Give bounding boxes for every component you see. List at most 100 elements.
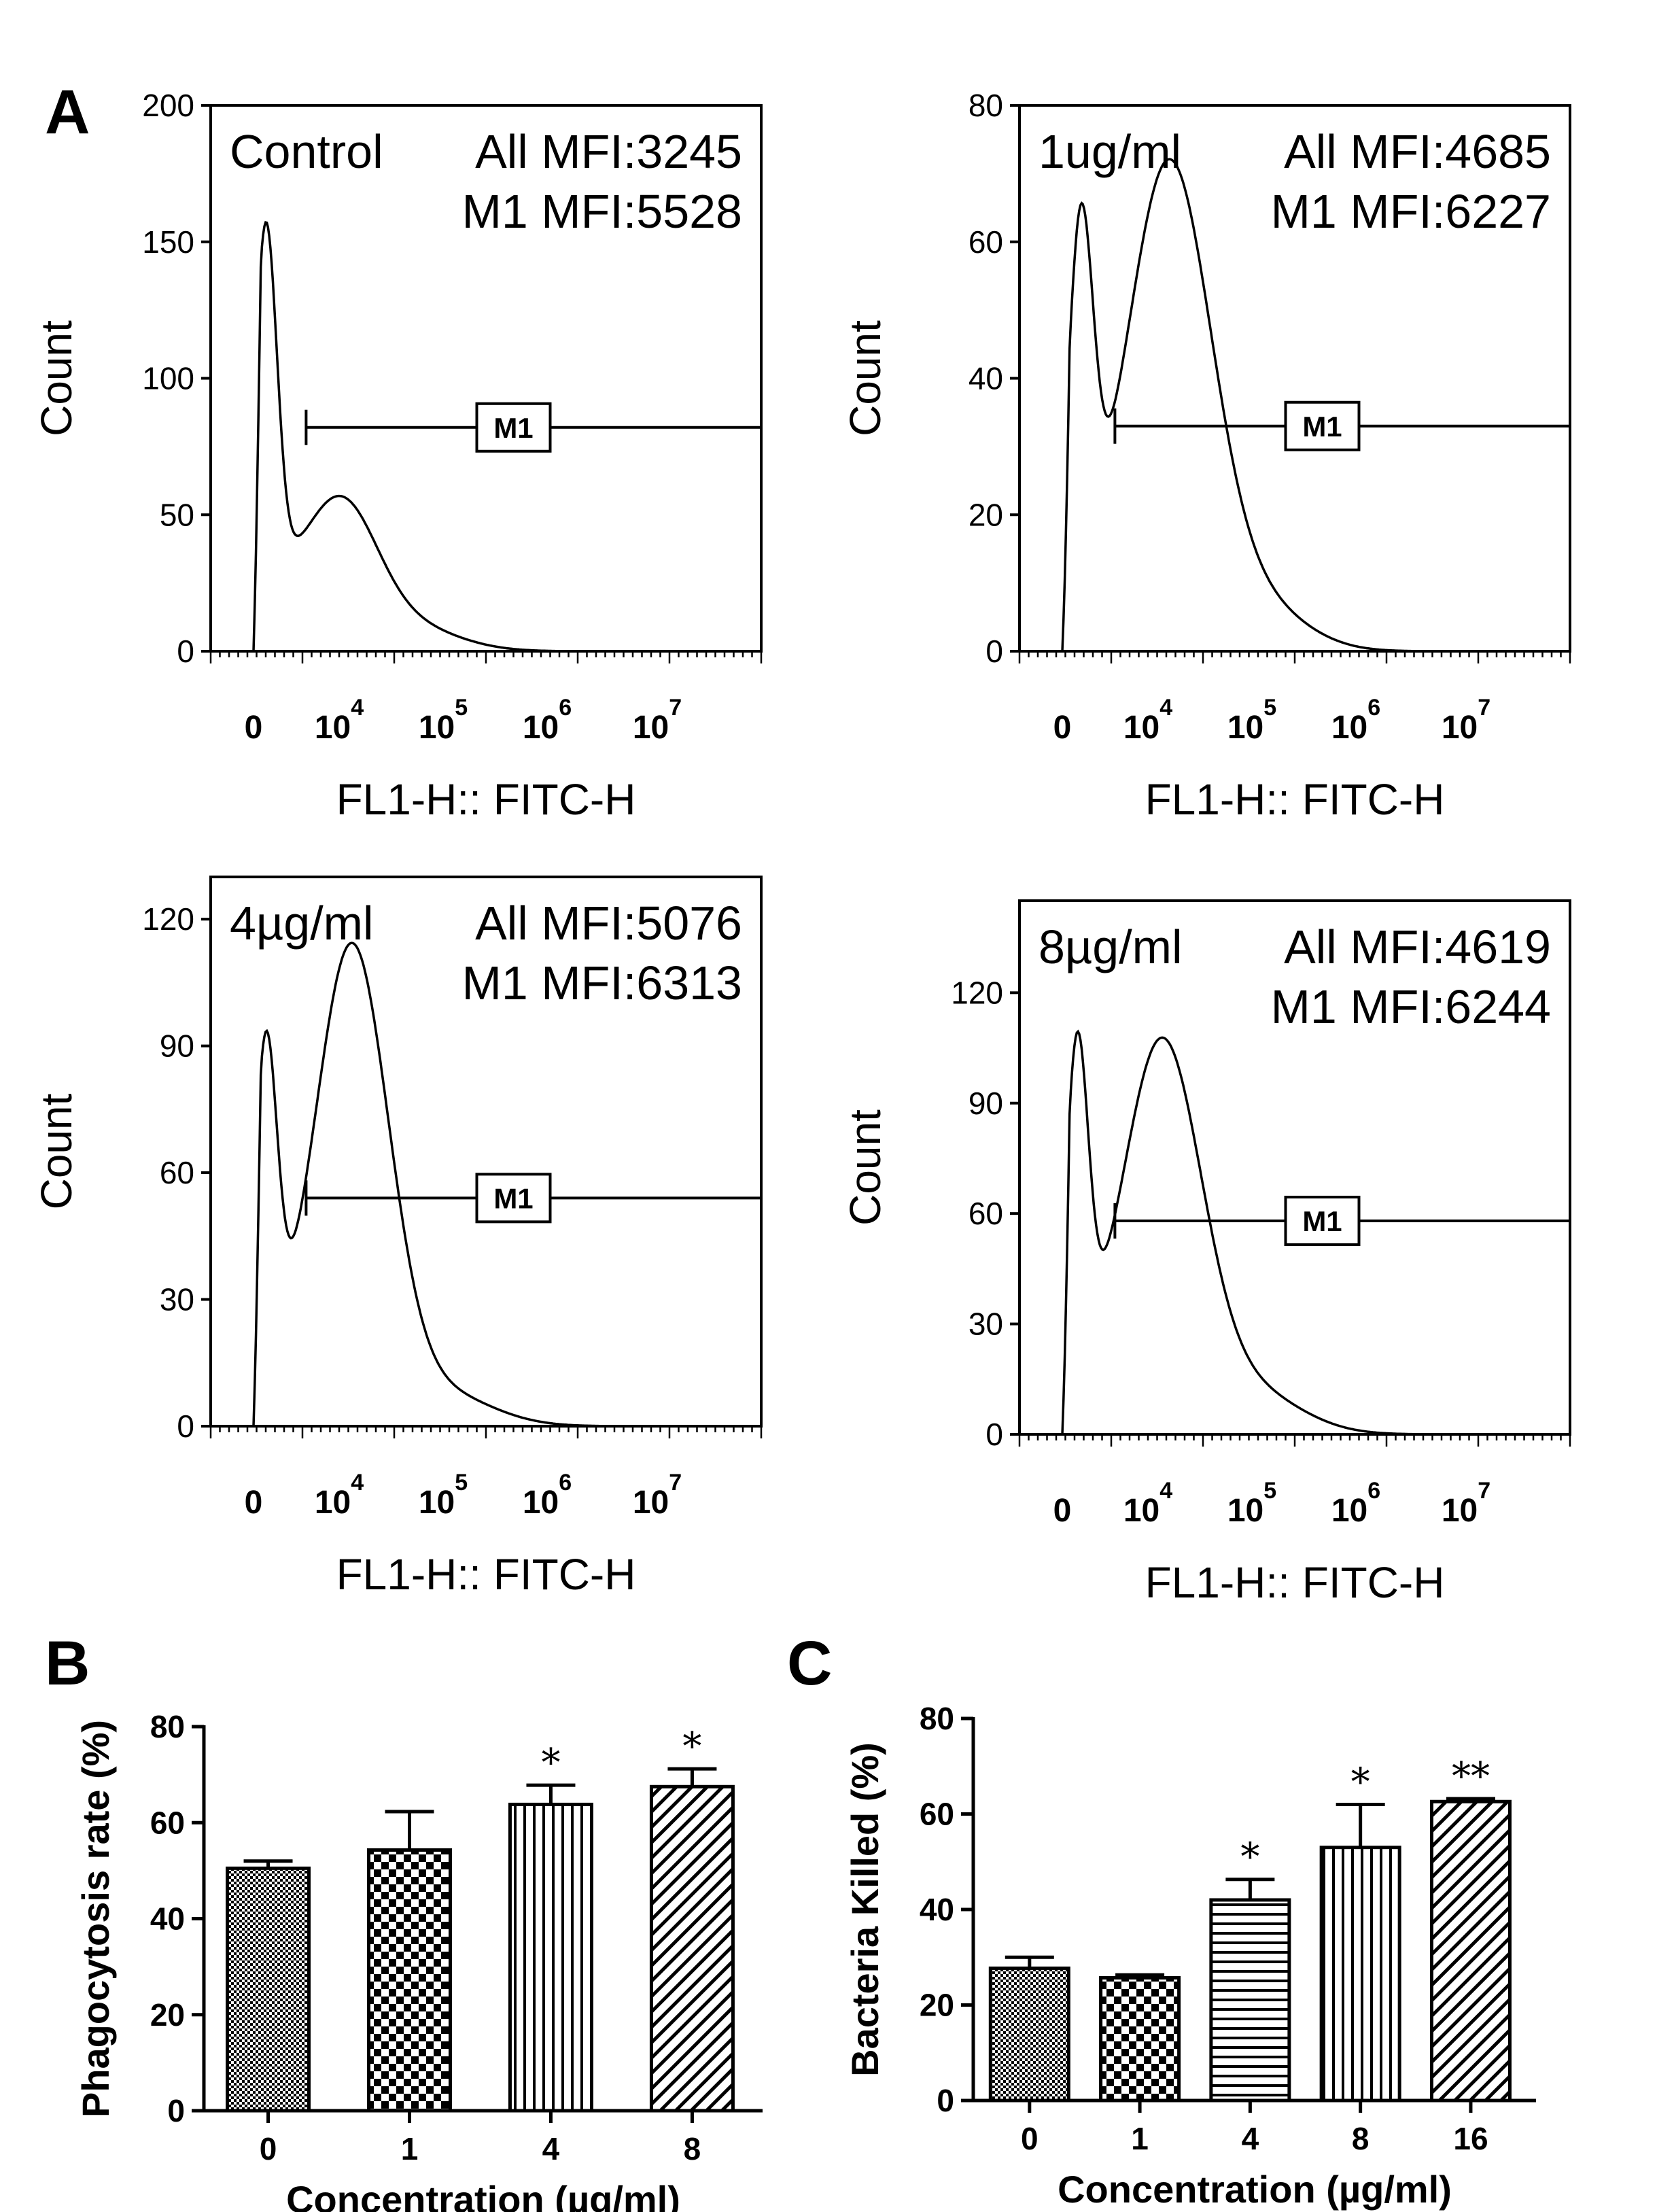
panel-label-c: C	[787, 1629, 832, 1698]
x-tick-label: 1	[1131, 2121, 1149, 2156]
chart-title: 1ug/ml	[1039, 125, 1181, 178]
y-tick-label: 20	[150, 1997, 185, 2033]
gate-label: M1	[493, 412, 533, 444]
y-tick-label: 60	[150, 1805, 185, 1840]
gate-label-box	[1284, 400, 1361, 451]
y-axis-label: Count	[32, 1093, 81, 1209]
y-tick-label: 120	[142, 901, 194, 937]
y-tick-label: 120	[951, 975, 1003, 1010]
y-tick-label: 80	[969, 88, 1003, 123]
histogram-curve	[1061, 1029, 1570, 1436]
bar	[649, 1784, 735, 2113]
x-tick-label: 0	[1053, 710, 1072, 746]
annotation-all-mfi: All MFI:5076	[475, 897, 742, 950]
x-tick-label: 107	[1442, 695, 1490, 746]
histogram-4ug: 0 30 60 90 120 0 104 105 106 107 M1 4µg/ml All MFI:5…	[32, 876, 763, 1599]
y-tick-label: 90	[969, 1086, 1003, 1121]
gate-label: M1	[1302, 411, 1342, 443]
bar	[226, 1866, 311, 2113]
y-tick-label: 0	[986, 634, 1003, 669]
x-axis-label: FL1-H:: FITC-H	[336, 1550, 636, 1599]
y-tick-label: 40	[920, 1892, 954, 1927]
significance-marker: **	[1452, 1755, 1490, 1799]
y-axis-label: Count	[841, 1109, 890, 1226]
y-tick-label: 90	[160, 1029, 194, 1064]
y-axis-label: Bacteria Killed (%)	[843, 1742, 886, 2077]
gate-label: M1	[493, 1182, 533, 1214]
y-axis-label: Count	[32, 320, 81, 436]
x-tick-label: 1	[401, 2131, 419, 2166]
x-tick-label: 106	[1331, 695, 1380, 746]
y-tick-label: 150	[142, 224, 194, 260]
y-tick-label: 0	[986, 1417, 1003, 1452]
annotation-m1-mfi: M1 MFI:6313	[462, 956, 742, 1009]
y-tick-label: 0	[177, 1409, 194, 1444]
histogram-curve	[252, 221, 761, 653]
bar	[1429, 1799, 1512, 2103]
y-tick-label: 60	[969, 224, 1003, 260]
bar-chart-bacteria-killed: 0 20 40 60 80 0 1 4 * 8 * 16 ** Concentration (µg/ml)…	[843, 1701, 1536, 2211]
gate-label-box	[1284, 1196, 1361, 1246]
x-tick-label: 105	[1227, 1478, 1276, 1529]
x-tick-label: 107	[1442, 1478, 1490, 1529]
histogram-curve	[1061, 158, 1570, 653]
bar	[366, 1848, 452, 2113]
x-axis-label: FL1-H:: FITC-H	[1145, 775, 1445, 824]
y-tick-label: 0	[177, 634, 194, 669]
x-tick-label: 105	[419, 695, 468, 746]
x-axis-label: Concentration (µg/ml)	[1058, 2168, 1452, 2211]
y-tick-label: 20	[920, 1988, 954, 2023]
annotation-all-mfi: All MFI:4619	[1284, 920, 1551, 973]
annotation-m1-mfi: M1 MFI:6227	[1271, 185, 1551, 238]
y-tick-label: 30	[160, 1282, 194, 1317]
panel-label-a: A	[45, 77, 90, 147]
annotation-all-mfi: All MFI:3245	[475, 125, 742, 178]
y-tick-label: 50	[160, 497, 194, 532]
significance-marker: *	[541, 1741, 560, 1785]
y-tick-label: 60	[160, 1155, 194, 1190]
bar	[988, 1966, 1070, 2103]
significance-marker: *	[1240, 1835, 1259, 1880]
y-tick-label: 60	[969, 1196, 1003, 1231]
y-tick-label: 40	[150, 1901, 185, 1937]
significance-marker: *	[682, 1725, 701, 1769]
bar	[508, 1802, 593, 2113]
y-tick-label: 0	[167, 2093, 185, 2128]
x-tick-label: 105	[419, 1470, 468, 1521]
chart-title: 4µg/ml	[230, 897, 374, 950]
y-tick-label: 60	[920, 1797, 954, 1832]
bar-chart-phagocytosis: 0 20 40 60 80 0 1 4 * 8 * Concentration (µg/ml) Phag…	[74, 1709, 763, 2212]
bar	[1209, 1898, 1291, 2103]
x-tick-label: 8	[684, 2131, 701, 2166]
y-tick-label: 30	[969, 1307, 1003, 1342]
y-axis-label: Count	[841, 320, 890, 436]
x-tick-label: 8	[1352, 2121, 1370, 2156]
significance-marker: *	[1351, 1760, 1370, 1804]
x-tick-label: 104	[1123, 695, 1172, 746]
annotation-all-mfi: All MFI:4685	[1284, 125, 1551, 178]
y-axis-label: Phagocytosis rate (%)	[74, 1720, 117, 2118]
x-tick-label: 104	[315, 695, 364, 746]
x-tick-label: 0	[1053, 1493, 1072, 1529]
y-tick-label: 100	[142, 361, 194, 396]
y-tick-label: 200	[142, 88, 194, 123]
histogram-control: 0 50 100 150 200 0 104 105 106 107 M1 Control All MF…	[32, 88, 763, 824]
y-tick-label: 20	[969, 497, 1003, 532]
x-tick-label: 4	[1242, 2121, 1259, 2156]
gate-label: M1	[1302, 1205, 1342, 1237]
x-tick-label: 105	[1227, 695, 1276, 746]
x-tick-label: 0	[1021, 2121, 1039, 2156]
gate-label-box	[475, 1173, 552, 1224]
x-tick-label: 107	[633, 695, 682, 746]
chart-title: 8µg/ml	[1039, 920, 1183, 973]
y-tick-label: 40	[969, 361, 1003, 396]
x-tick-label: 4	[542, 2131, 560, 2166]
x-axis-label: FL1-H:: FITC-H	[1145, 1558, 1445, 1607]
x-tick-label: 106	[1331, 1478, 1380, 1529]
annotation-m1-mfi: M1 MFI:6244	[1271, 980, 1551, 1033]
x-axis-label: FL1-H:: FITC-H	[336, 775, 636, 824]
histogram-curve	[252, 941, 761, 1428]
x-tick-label: 104	[315, 1470, 364, 1521]
x-tick-label: 16	[1453, 2121, 1488, 2156]
